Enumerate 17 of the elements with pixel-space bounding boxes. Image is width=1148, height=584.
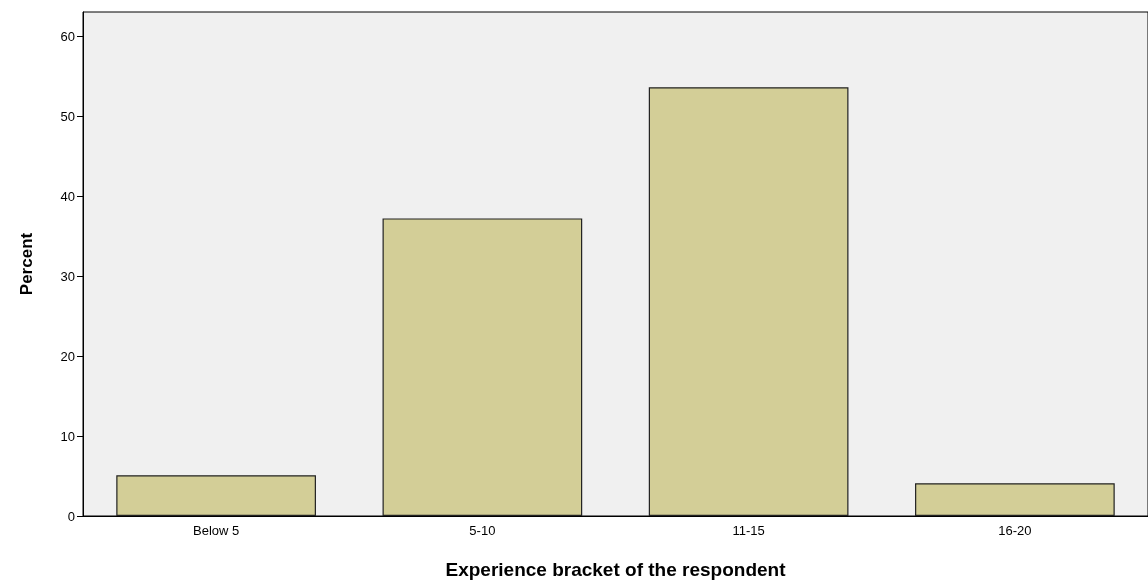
x-tick-label: Below 5 (193, 523, 240, 538)
bar (116, 475, 316, 516)
x-tick-label: 5-10 (469, 523, 496, 538)
y-tick-label: 50 (60, 108, 75, 124)
bar (648, 87, 849, 516)
x-tick-label: 16-20 (998, 523, 1032, 538)
bar (382, 218, 583, 516)
y-tick-label: 0 (67, 508, 75, 524)
y-tick-label: 60 (60, 28, 75, 44)
x-axis-title: Experience bracket of the respondent (445, 559, 787, 580)
y-tick-label: 30 (60, 268, 75, 284)
y-tick-label: 10 (60, 428, 75, 444)
x-tick-label: 11-15 (732, 523, 765, 538)
y-tick-label: 40 (60, 188, 75, 204)
y-axis-title: Percent (17, 232, 36, 296)
y-tick-label: 20 (60, 348, 75, 364)
bar (915, 483, 1115, 516)
